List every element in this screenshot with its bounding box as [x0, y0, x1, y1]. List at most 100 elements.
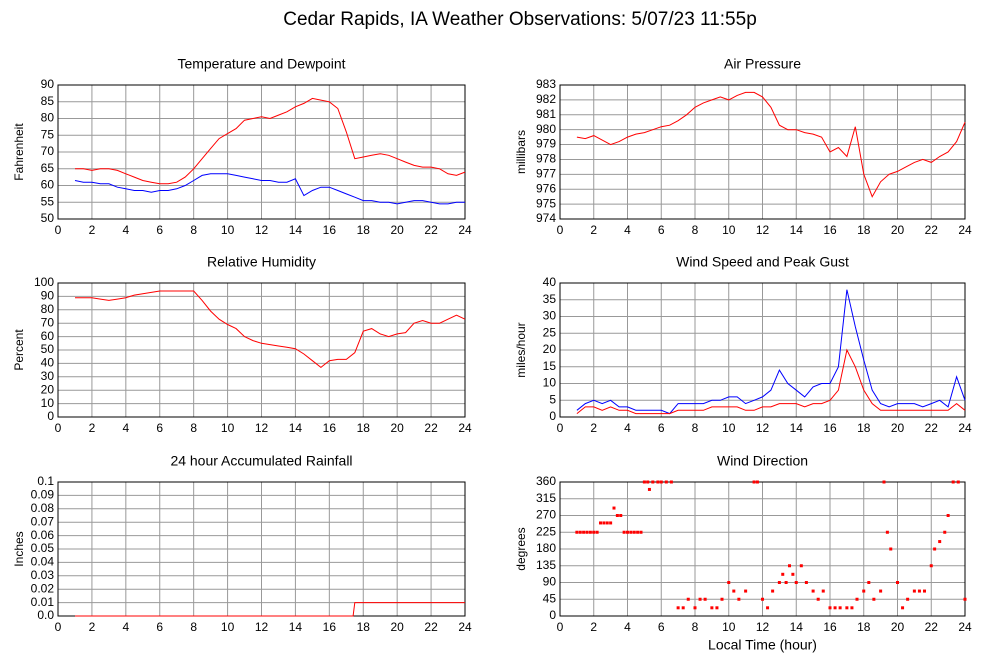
- point: [632, 530, 636, 534]
- x-tick-label: 6: [156, 620, 163, 634]
- panel-title: Relative Humidity: [207, 254, 316, 270]
- plot-frame: [559, 84, 966, 220]
- panel-title: 24 hour Accumulated Rainfall: [170, 453, 352, 469]
- y-tick-label: 980: [536, 122, 556, 136]
- x-tick-label: 2: [590, 421, 597, 435]
- x-tick-label: 16: [823, 223, 837, 237]
- x-tick-label: 24: [458, 223, 472, 237]
- y-tick-label: 40: [543, 275, 557, 289]
- x-tick-label: 16: [323, 421, 337, 435]
- x-tick-label: 14: [790, 620, 804, 634]
- y-tick-label: 315: [536, 491, 556, 505]
- plot-frame: [57, 84, 466, 220]
- x-tick-label: 20: [891, 223, 905, 237]
- point: [698, 597, 702, 601]
- x-tick-label: 4: [122, 421, 129, 435]
- y-tick-label: 0.02: [31, 581, 55, 595]
- point: [720, 597, 724, 601]
- y-tick-label: 30: [543, 309, 557, 323]
- x-tick-label: 4: [624, 421, 631, 435]
- y-tick-label: 85: [41, 94, 55, 108]
- point: [889, 547, 893, 551]
- x-tick-label: 22: [424, 421, 438, 435]
- panel-title: Air Pressure: [724, 56, 801, 72]
- point: [912, 589, 916, 593]
- y-tick-label: 180: [536, 541, 556, 555]
- x-tick-label: 12: [255, 421, 269, 435]
- x-tick-label: 22: [424, 620, 438, 634]
- y-tick-label: 20: [543, 342, 557, 356]
- point: [838, 606, 842, 610]
- y-tick-label: 0.07: [31, 514, 55, 528]
- point: [599, 521, 602, 525]
- point: [727, 581, 731, 584]
- y-tick-label: 270: [536, 508, 556, 522]
- panel-title: Temperature and Dewpoint: [177, 56, 345, 72]
- y-tick-label: 0: [549, 409, 556, 423]
- point: [804, 581, 808, 584]
- point: [693, 606, 697, 610]
- point: [761, 597, 764, 601]
- point: [659, 480, 663, 484]
- point: [946, 514, 950, 517]
- point: [963, 597, 967, 601]
- point: [828, 606, 832, 610]
- x-tick-label: 8: [190, 223, 197, 237]
- x-tick-label: 18: [857, 620, 871, 634]
- y-axis-label: Percent: [12, 329, 26, 371]
- y-tick-label: 65: [41, 161, 55, 175]
- point: [605, 521, 609, 525]
- x-tick-label: 16: [323, 620, 337, 634]
- x-tick-label: 18: [857, 223, 871, 237]
- point: [737, 597, 741, 601]
- y-tick-label: 0.1: [37, 474, 54, 488]
- x-tick-label: 16: [823, 620, 837, 634]
- point: [917, 589, 921, 593]
- x-tick-label: 24: [958, 223, 972, 237]
- y-tick-label: 90: [543, 575, 557, 589]
- x-tick-label: 8: [692, 421, 699, 435]
- y-tick-label: 70: [41, 144, 55, 158]
- point: [938, 540, 942, 544]
- x-tick-label: 0: [557, 620, 564, 634]
- point: [784, 581, 788, 584]
- y-tick-label: 977: [536, 167, 556, 181]
- y-tick-label: 983: [536, 77, 556, 91]
- x-tick-label: 2: [89, 421, 96, 435]
- plot-frame: [559, 282, 966, 418]
- point: [788, 564, 791, 568]
- point: [885, 530, 889, 534]
- x-tick-label: 6: [658, 223, 665, 237]
- point: [710, 606, 714, 610]
- x-tick-label: 24: [958, 421, 972, 435]
- point: [639, 530, 643, 534]
- y-tick-label: 981: [536, 107, 556, 121]
- x-tick-label: 20: [390, 620, 404, 634]
- point: [629, 530, 633, 534]
- y-tick-label: 55: [41, 194, 55, 208]
- panel-title: Wind Speed and Peak Gust: [676, 254, 849, 270]
- point: [619, 514, 623, 517]
- point: [855, 597, 859, 601]
- x-tick-label: 0: [55, 620, 62, 634]
- page-title: Cedar Rapids, IA Weather Observations: 5…: [283, 9, 757, 30]
- point: [933, 547, 937, 551]
- x-tick-label: 4: [122, 620, 129, 634]
- point: [862, 589, 866, 593]
- point: [744, 589, 748, 593]
- point: [755, 480, 759, 484]
- x-tick-label: 18: [357, 421, 371, 435]
- series-line: [75, 290, 466, 369]
- y-tick-label: 982: [536, 92, 556, 106]
- x-tick-label: 0: [557, 421, 564, 435]
- y-tick-label: 0: [549, 608, 556, 622]
- series-line: [75, 97, 466, 185]
- point: [799, 564, 803, 568]
- y-axis-label: degrees: [514, 527, 528, 570]
- x-tick-label: 20: [390, 421, 404, 435]
- y-tick-label: 0.0: [37, 608, 54, 622]
- point: [646, 480, 650, 484]
- y-tick-label: 0.01: [31, 595, 55, 609]
- x-tick-label: 18: [857, 421, 871, 435]
- x-tick-label: 8: [190, 421, 197, 435]
